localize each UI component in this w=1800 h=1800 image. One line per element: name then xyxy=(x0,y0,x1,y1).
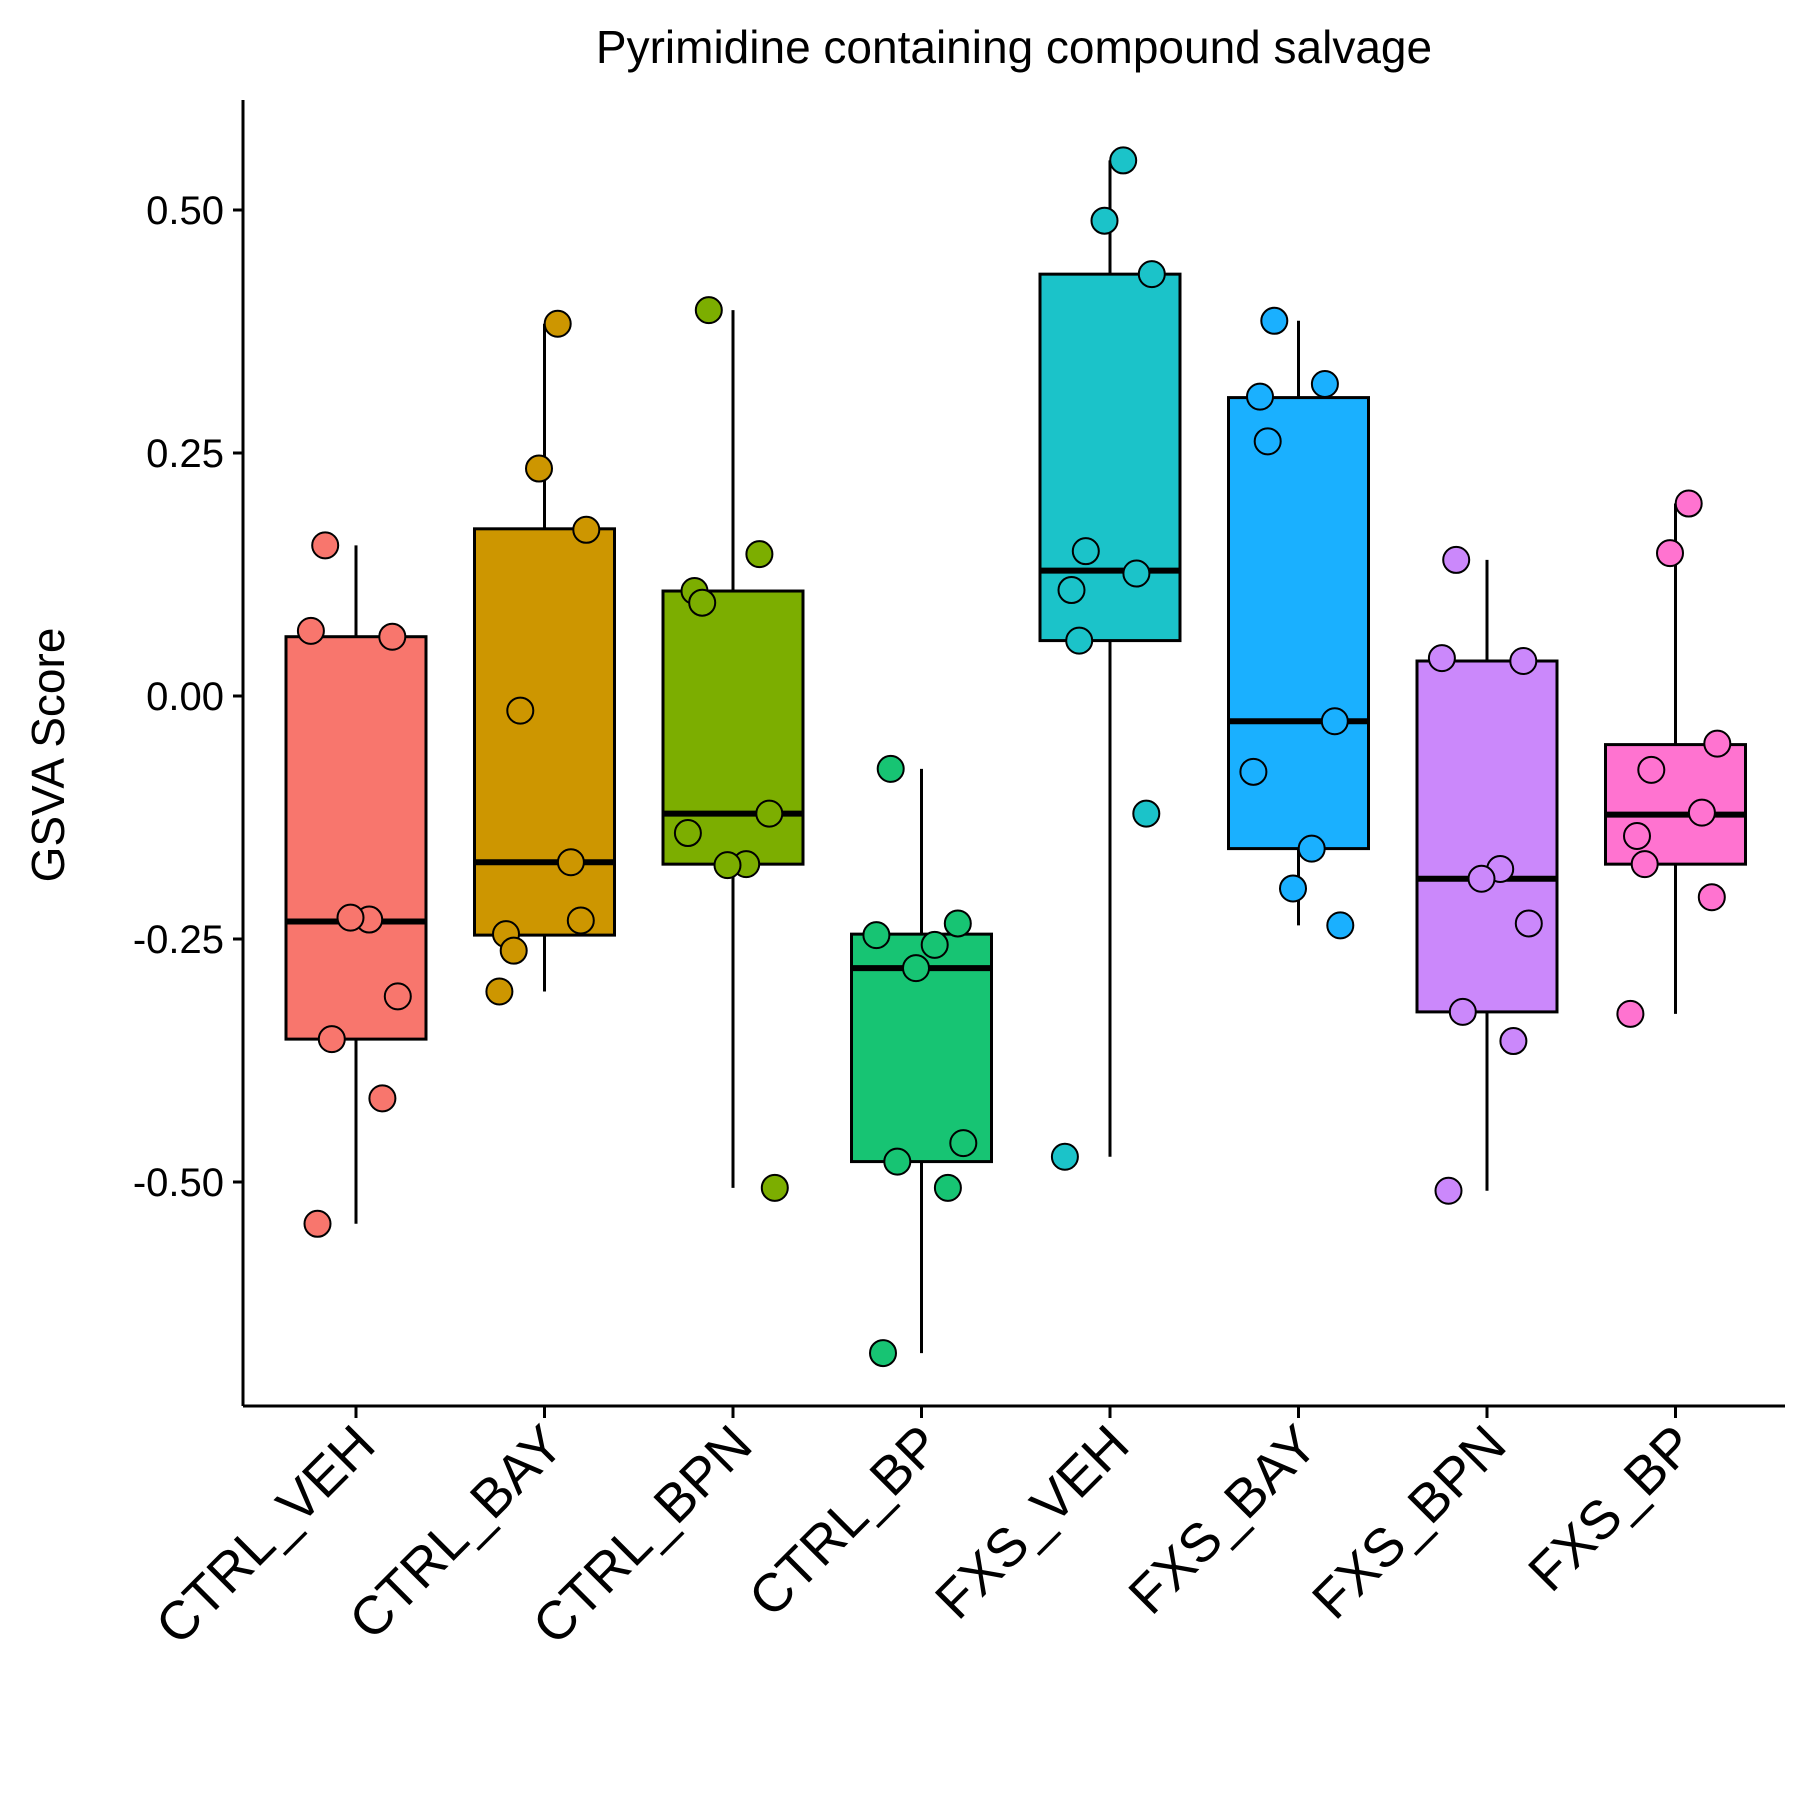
data-point xyxy=(1279,874,1307,903)
data-point xyxy=(1132,799,1161,828)
data-point xyxy=(1656,539,1684,568)
data-point xyxy=(311,531,340,560)
box-group-ctrl-bp xyxy=(850,754,993,1368)
data-point xyxy=(883,1147,912,1176)
data-point xyxy=(1109,146,1138,175)
data-point xyxy=(943,909,972,938)
data-point xyxy=(572,515,601,544)
box-group-ctrl-veh xyxy=(284,531,428,1238)
x-ticks: CTRL_VEHCTRL_BAYCTRL_BPNCTRL_BPFXS_VEHFX… xyxy=(145,1406,1706,1656)
x-tick-label: FXS_BP xyxy=(1517,1414,1706,1603)
x-tick-label: FXS_BPN xyxy=(1301,1414,1517,1630)
box xyxy=(1604,743,1747,866)
data-point xyxy=(1637,755,1666,784)
data-point xyxy=(383,982,412,1011)
data-point xyxy=(543,309,572,338)
data-point xyxy=(1630,850,1659,879)
data-point xyxy=(1260,306,1289,335)
data-point xyxy=(378,622,407,651)
data-point xyxy=(694,296,723,325)
data-point xyxy=(1467,864,1496,893)
chart-title: Pyrimidine containing compound salvage xyxy=(596,21,1432,73)
data-point xyxy=(1297,834,1326,863)
data-point xyxy=(933,1173,962,1202)
data-point xyxy=(760,1173,789,1202)
data-point xyxy=(1326,911,1355,940)
data-point xyxy=(1071,537,1100,566)
y-tick-label: -0.50 xyxy=(133,1161,224,1205)
data-point xyxy=(869,1339,897,1368)
y-axis-label: GSVA Score xyxy=(22,628,74,883)
data-point xyxy=(1509,647,1538,676)
box-group-fxs-veh xyxy=(1038,146,1182,1171)
y-tick-label: 0.50 xyxy=(146,189,224,233)
data-point xyxy=(1253,427,1282,456)
data-point xyxy=(506,696,535,725)
data-point xyxy=(1442,545,1471,574)
data-point xyxy=(1310,369,1339,398)
x-tick-label: CTRL_BP xyxy=(738,1414,952,1628)
data-point xyxy=(1427,644,1456,673)
x-tick-label: FXS_BAY xyxy=(1117,1414,1329,1626)
box-group-fxs-bpn xyxy=(1415,545,1559,1205)
data-point xyxy=(1057,576,1086,605)
box xyxy=(473,527,616,937)
box-group-fxs-bp xyxy=(1604,489,1747,1028)
data-point xyxy=(876,754,905,783)
data-point xyxy=(303,1209,332,1238)
data-point xyxy=(1090,206,1119,235)
data-point xyxy=(745,540,774,569)
data-point xyxy=(1499,1027,1528,1056)
data-point xyxy=(1687,798,1716,827)
y-ticks: 0.50 0.25 0.00 -0.25 -0.50 xyxy=(133,189,243,1205)
y-tick-label: 0.00 xyxy=(146,675,224,719)
box xyxy=(1415,659,1559,1014)
data-point xyxy=(368,1084,397,1113)
data-point xyxy=(1616,999,1645,1028)
data-point xyxy=(499,936,528,965)
data-point xyxy=(688,588,717,617)
box xyxy=(284,635,428,1041)
data-point xyxy=(920,930,949,959)
data-point xyxy=(1050,1142,1079,1171)
data-point xyxy=(1448,997,1477,1026)
data-point xyxy=(525,454,553,483)
data-point xyxy=(1320,707,1349,736)
data-point xyxy=(1239,757,1268,786)
data-point xyxy=(1697,883,1726,912)
data-point xyxy=(1137,260,1166,289)
data-point xyxy=(902,954,930,983)
data-point xyxy=(1623,821,1651,850)
data-point xyxy=(949,1129,978,1158)
y-tick-label: -0.25 xyxy=(133,918,224,962)
x-tick-label: FXS_VEH xyxy=(924,1414,1140,1630)
data-point xyxy=(755,799,784,828)
box-group-ctrl-bpn xyxy=(661,296,805,1202)
data-point xyxy=(1703,729,1732,758)
data-point xyxy=(1065,626,1094,655)
data-point xyxy=(556,848,585,877)
data-point xyxy=(1246,382,1274,411)
data-point xyxy=(296,616,325,645)
data-point xyxy=(485,977,514,1006)
data-point xyxy=(336,903,365,932)
plot-area xyxy=(284,146,1747,1368)
data-point xyxy=(1434,1176,1463,1205)
data-point xyxy=(317,1025,346,1054)
data-point xyxy=(1674,489,1703,518)
data-point xyxy=(862,921,891,950)
data-point xyxy=(1514,909,1543,938)
data-point xyxy=(713,851,742,880)
box-group-fxs-bay xyxy=(1227,306,1370,940)
y-tick-label: 0.25 xyxy=(146,432,224,476)
data-point xyxy=(566,906,595,935)
data-point xyxy=(1122,559,1151,588)
data-point xyxy=(673,819,702,848)
box-group-ctrl-bay xyxy=(473,309,616,1006)
